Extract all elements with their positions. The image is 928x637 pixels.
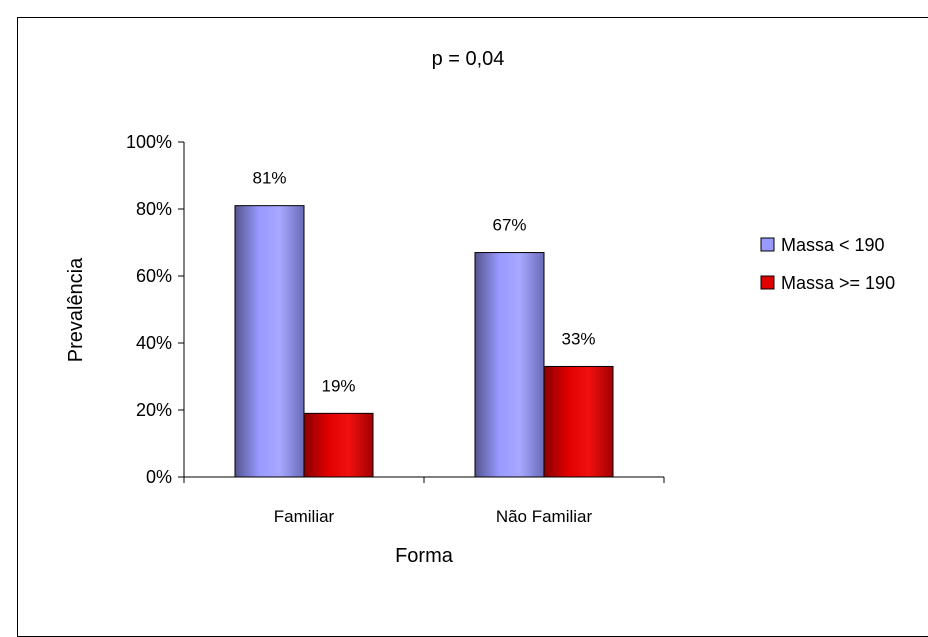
y-tick-label: 20% [136,400,172,420]
x-tick-label: Familiar [274,507,335,526]
bar [234,205,305,478]
bars [234,205,614,478]
bar [474,252,545,478]
y-tick-label: 100% [126,132,172,152]
y-tick-label: 40% [136,333,172,353]
legend: Massa < 190 Massa >= 190 [760,235,895,293]
y-tick-label: 80% [136,199,172,219]
legend-swatch [760,275,775,290]
bar [303,412,374,478]
chart-title: p = 0,04 [432,48,505,70]
y-tick-label: 60% [136,266,172,286]
bar-labels: 81% 19% 67% 33% [252,169,595,396]
data-label: 67% [492,216,526,235]
chart-frame [17,17,928,637]
legend-swatch [760,237,775,252]
x-axis-label: Forma [395,545,454,567]
x-tick-label: Não Familiar [496,507,593,526]
data-label: 19% [321,376,355,395]
bar [543,365,614,478]
chart: p = 0,04 0% 20% 40% 60% 80% 100% Familiar Não F… [65,48,895,567]
data-label: 33% [561,329,595,348]
legend-label: Massa >= 190 [781,273,895,293]
data-label: 81% [252,169,286,188]
legend-label: Massa < 190 [781,235,885,255]
y-axis-label: Prevalência [65,257,87,362]
y-tick-label: 0% [146,467,172,487]
